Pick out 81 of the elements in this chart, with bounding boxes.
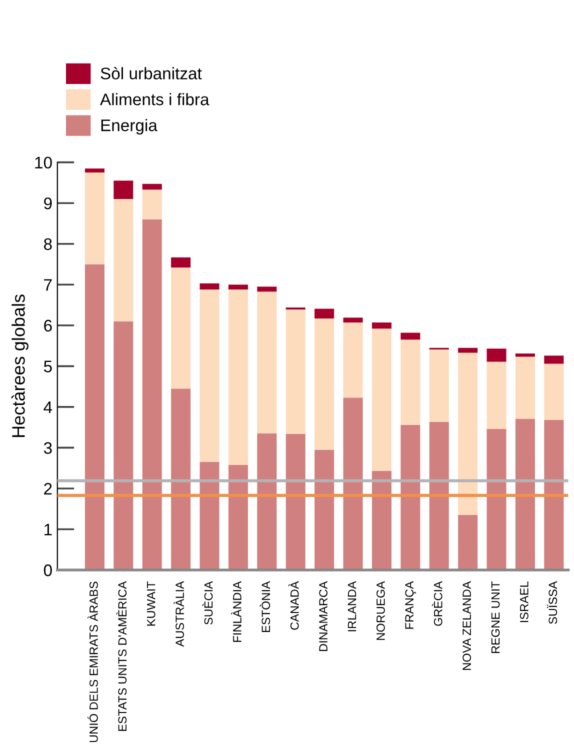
bar <box>400 340 420 425</box>
y-tick-label: 5 <box>44 360 52 372</box>
x-tick-label: CANADÀ <box>288 581 299 630</box>
legend-label: Sòl urbanitzat <box>100 66 202 80</box>
bar <box>458 348 478 353</box>
bar <box>429 349 449 422</box>
legend-label: Aliments i fibra <box>100 93 210 106</box>
x-tick-label: IRLANDA <box>348 581 356 632</box>
x-tick-label: SUÏSSA <box>547 581 558 624</box>
y-tick-label: 7 <box>44 279 52 291</box>
bar <box>142 184 162 190</box>
bar <box>200 462 220 570</box>
bar <box>400 332 420 340</box>
bar <box>544 364 564 420</box>
bar <box>228 464 248 570</box>
y-tick-label: 1 <box>44 524 52 536</box>
y-tick-label: 10 <box>35 156 52 169</box>
bar <box>200 290 220 462</box>
bar <box>486 428 506 570</box>
bar <box>171 388 191 570</box>
legend-label: Energia <box>101 118 158 135</box>
x-tick-label: SUÈCIA <box>202 581 213 625</box>
y-tick-label: 8 <box>44 238 52 250</box>
bar <box>486 348 506 362</box>
bar <box>114 199 134 322</box>
y-tick-label: 2 <box>44 482 52 495</box>
bar <box>114 180 134 200</box>
y-axis-title: Hectàrees globals <box>11 294 28 437</box>
bar <box>228 290 248 465</box>
x-tick-label: UNIÓ DELS EMIRATS ÀRABS <box>88 582 98 742</box>
bar <box>84 264 104 570</box>
bar <box>544 420 564 570</box>
x-tick-label: GRÈCIA <box>432 581 442 626</box>
y-tick-label: 6 <box>44 320 52 332</box>
bar <box>286 307 306 310</box>
y-tick-label: 3 <box>44 442 52 454</box>
bar <box>257 292 277 434</box>
x-tick-label: ESTÒNIA <box>260 581 270 632</box>
x-tick-label: KUWAIT <box>147 581 156 626</box>
bar <box>343 318 363 323</box>
x-tick-label: REGNE UNIT <box>491 581 500 653</box>
y-tick-label: 4 <box>44 402 52 413</box>
bar <box>286 434 306 570</box>
bar <box>486 362 506 429</box>
bar <box>200 283 220 290</box>
bar <box>458 514 478 570</box>
bar <box>343 398 363 570</box>
x-tick-label: FINLÀNDIA <box>231 581 242 642</box>
bar <box>372 328 392 471</box>
bar <box>515 418 535 570</box>
x-tick-label: FRANÇA <box>405 581 416 629</box>
bar <box>515 354 535 357</box>
bar <box>343 322 363 398</box>
x-tick-label: DINAMARCA <box>319 581 328 652</box>
bar <box>458 352 478 515</box>
x-tick-label: NORUEGA <box>376 581 385 640</box>
bar <box>84 172 104 264</box>
bar <box>84 168 104 173</box>
bar <box>142 190 162 220</box>
bar <box>314 450 334 570</box>
bar <box>544 356 564 364</box>
x-tick-label: AUSTRÀLIA <box>174 581 184 647</box>
bar <box>142 219 162 570</box>
bar <box>228 284 248 290</box>
bar <box>257 286 277 292</box>
bar <box>286 310 306 434</box>
bar <box>171 257 191 268</box>
bar <box>429 422 449 570</box>
bar <box>257 433 277 570</box>
y-tick-label: 0 <box>44 564 52 576</box>
bar <box>314 308 334 318</box>
y-tick-label: 9 <box>44 197 52 210</box>
bar <box>400 424 420 570</box>
bar <box>114 321 134 570</box>
bar <box>515 356 535 419</box>
bar <box>171 268 191 389</box>
x-tick-label: ESTATS UNITS D'AMÈRICA <box>116 581 127 731</box>
x-tick-label: NOVA ZELANDA <box>462 581 471 670</box>
x-tick-label: ISRAEL <box>520 582 528 622</box>
bar <box>314 318 334 450</box>
bar <box>372 322 392 329</box>
